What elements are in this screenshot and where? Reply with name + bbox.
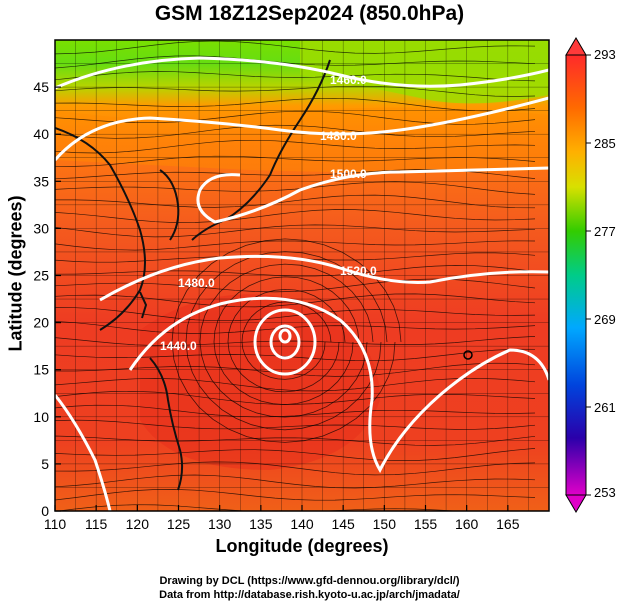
streamline [55, 307, 536, 322]
streamline [55, 321, 536, 334]
y-tick-label: 10 [33, 409, 49, 425]
y-tick-label: 5 [41, 456, 49, 472]
colorbar [565, 54, 587, 496]
cyclonic-streamline [185, 251, 388, 431]
coastlines [55, 59, 331, 491]
coastline-china [55, 127, 146, 331]
colorbar-tick-label: 269 [594, 312, 616, 327]
streamline [55, 71, 536, 82]
streamline [55, 377, 536, 392]
coastline-japan [191, 59, 331, 241]
contour-label-1520: 1520.0 [340, 264, 377, 278]
streamline [55, 489, 536, 501]
streamline [55, 265, 536, 277]
streamline [55, 155, 536, 167]
streamline [55, 139, 536, 154]
x-tick-label: 140 [290, 516, 314, 532]
x-tick-label: 130 [208, 516, 232, 532]
cyclonic-streamline [241, 301, 332, 380]
streamline [55, 474, 536, 489]
typhoon-eye [278, 328, 292, 344]
contour-label-1480: 1480.0 [320, 129, 357, 143]
credit-line-data: Data from http://database.rish.kyoto-u.a… [159, 589, 460, 601]
coastline-korea [159, 169, 180, 241]
streamline [55, 40, 536, 55]
contour-label-1440: 1440.0 [160, 339, 197, 353]
contour-label-1460: 1460.0 [330, 73, 367, 87]
x-tick-label: 150 [373, 516, 397, 532]
x-tick-label: 165 [496, 516, 520, 532]
contour-label-1500: 1500.0 [330, 167, 367, 181]
colorbar-ticks: 293 285 277 269 261 253 [586, 47, 616, 500]
streamline [55, 55, 536, 69]
x-axis: 110 115 120 125 130 135 140 145 150 155 160 165 [44, 505, 520, 532]
streamline [55, 240, 536, 251]
y-tick-label: 20 [33, 315, 49, 331]
streamline [55, 209, 536, 223]
colorbar-tick-label: 277 [594, 224, 616, 239]
streamline [55, 348, 536, 362]
y-tick-label: 40 [33, 126, 49, 142]
contour-line-1460 [55, 56, 549, 90]
streamline [55, 461, 536, 476]
x-tick-label: 115 [85, 516, 108, 532]
streamline [55, 194, 536, 209]
coastline-philippines [149, 357, 184, 491]
x-tick-label: 155 [414, 516, 438, 532]
height-contours [55, 56, 549, 511]
credit-line-dcl: Drawing by DCL (https://www.gfd-dennou.o… [159, 575, 460, 587]
streamline [55, 85, 536, 97]
streamline [55, 224, 536, 238]
streamline [55, 181, 536, 195]
contour-line-1440 [128, 296, 549, 474]
streamline [55, 97, 536, 112]
typhoon-contour-inner [269, 324, 301, 360]
cyclonic-streamline [199, 263, 374, 418]
x-tick-label: 135 [249, 516, 273, 532]
streamline [55, 124, 536, 139]
y-tick-label: 15 [33, 362, 49, 378]
coastline-taiwan [139, 291, 148, 319]
streamline [55, 419, 536, 430]
y-tick-label: 45 [33, 79, 49, 95]
colorbar-top-arrow [565, 37, 587, 56]
cool-air-region [300, 40, 549, 104]
y-tick-label: 35 [33, 173, 49, 189]
streamline [55, 293, 536, 308]
colorbar-bottom-arrow [565, 494, 587, 513]
cyclonic-streamline [171, 238, 402, 443]
x-tick-label: 125 [167, 516, 191, 532]
wind-streamlines [55, 40, 536, 511]
contour-line-1520 [99, 254, 549, 302]
colorbar-tick-label: 261 [594, 400, 616, 415]
cyclonic-streamline [213, 276, 360, 406]
x-tick-label: 120 [126, 516, 150, 532]
contour-line-1480 [55, 96, 549, 161]
streamline [55, 435, 536, 446]
typhoon-contour-outer [253, 308, 317, 376]
contour-labels: 1460.0 1480.0 1500.0 1520.0 1480.0 1440.… [160, 73, 377, 353]
typhoon-center-marker [463, 350, 473, 360]
x-tick-label: 145 [331, 516, 355, 532]
x-tick-label: 110 [44, 516, 67, 532]
y-axis-label: Latitude (degrees) [5, 195, 26, 352]
credits: Drawing by DCL (https://www.gfd-dennou.o… [0, 574, 619, 602]
x-axis-label: Longitude (degrees) [215, 536, 389, 556]
y-tick-label: 25 [33, 268, 49, 284]
streamline [55, 404, 536, 418]
x-tick-label: 160 [455, 516, 479, 532]
colorbar-tick-label: 293 [594, 47, 616, 62]
y-tick-label: 30 [33, 220, 49, 236]
streamline [55, 448, 536, 461]
colorbar-tick-label: 253 [594, 485, 616, 500]
contour-line-1500 [196, 166, 549, 224]
colorbar-tick-label: 285 [594, 136, 616, 151]
cyclonic-streamline [227, 288, 346, 393]
y-tick-label: 0 [41, 503, 49, 519]
y-axis: 0 5 10 15 20 25 30 35 40 45 [33, 79, 61, 519]
chart-title: GSM 18Z12Sep2024 (850.0hPa) [154, 2, 465, 25]
contour-label-1480-west: 1480.0 [178, 276, 215, 290]
contour-line-low-west [55, 394, 112, 511]
